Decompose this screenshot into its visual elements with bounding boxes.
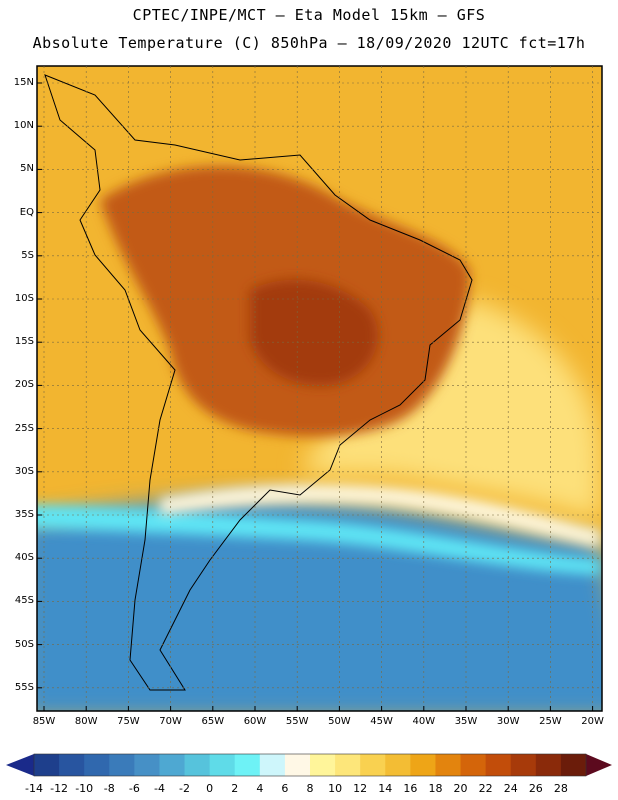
longitude-label: 20W <box>581 716 604 727</box>
longitude-label: 50W <box>328 716 351 727</box>
colorbar-bin <box>360 754 386 776</box>
longitude-label: 65W <box>201 716 225 727</box>
longitude-label: 60W <box>243 716 267 727</box>
longitude-label: 75W <box>117 716 140 727</box>
colorbar-bin <box>209 754 236 776</box>
longitude-label: 70W <box>159 716 182 727</box>
longitude-label: 25W <box>539 716 562 727</box>
colorbar-tick-label: -10 <box>75 782 94 795</box>
colorbar-bin <box>510 754 537 776</box>
colorbar-tick-label: 14 <box>378 782 393 795</box>
latitude-label: 55S <box>14 681 34 693</box>
latitude-label: 50S <box>14 638 34 650</box>
colorbar-tick-label: 12 <box>353 782 368 795</box>
colorbar <box>6 753 612 777</box>
latitude-label: 25S <box>14 422 34 434</box>
colorbar-bin <box>184 754 211 776</box>
latitude-label: 35S <box>14 509 34 520</box>
colorbar-tick-label: 20 <box>453 782 468 795</box>
axis-ticks <box>37 82 594 711</box>
colorbar-tick-label: -4 <box>153 782 165 795</box>
colorbar-bin <box>284 754 311 776</box>
colorbar-bin <box>560 754 587 776</box>
graticule <box>37 66 602 711</box>
longitude-label: 35W <box>454 716 478 727</box>
latitude-label: 10S <box>14 293 34 304</box>
colorbar-bin <box>535 754 562 776</box>
latitude-label: 40S <box>14 552 34 564</box>
cyan-transition-band <box>37 505 600 575</box>
latitude-label: 45S <box>14 595 34 607</box>
longitude-label: 45W <box>370 716 393 727</box>
colorbar-overflow-triangle <box>586 754 612 776</box>
colorbar-tick-label: 4 <box>256 782 264 795</box>
chart-title-line-2: Absolute Temperature (C) 850hPa – 18/09/… <box>32 34 586 52</box>
colorbar-bin <box>59 754 85 776</box>
colorbar-bin <box>109 754 135 776</box>
latitude-label: 30S <box>14 465 34 477</box>
colorbar-bin <box>234 754 261 776</box>
colorbar-tick-label: 28 <box>553 782 568 795</box>
colorbar-tick-label: 10 <box>328 782 343 795</box>
latitude-label: 10N <box>13 120 34 132</box>
colorbar-tick-label: 8 <box>306 782 314 795</box>
latitude-label: 15S <box>14 336 34 348</box>
colorbar-tick-label: 2 <box>231 782 239 795</box>
colorbar-tick-label: -12 <box>50 782 69 795</box>
colorbar-tick-label: -8 <box>103 782 115 795</box>
colorbar-outline <box>33 753 587 777</box>
colorbar-tick-label: -14 <box>25 782 43 795</box>
colorbar-tick-label: 24 <box>503 782 518 795</box>
colorbar-bin <box>159 754 186 776</box>
colorbar-bin <box>310 754 336 776</box>
longitude-label: 40W <box>412 716 436 727</box>
colorbar-bin <box>84 754 110 776</box>
colorbar-bin <box>410 754 436 776</box>
colorbar-tick-label: 0 <box>206 782 214 795</box>
longitude-label: 55W <box>285 716 309 727</box>
longitude-label: 30W <box>496 716 520 727</box>
colorbar-bin <box>259 754 286 776</box>
chart-title-line-1: CPTEC/INPE/MCT – Eta Model 15km – GFS <box>132 6 486 24</box>
latitude-label: 15N <box>13 77 34 88</box>
temperature-field <box>37 66 602 711</box>
colorbar-tick-label: -6 <box>128 782 140 795</box>
pale-band <box>160 483 600 548</box>
colorbar-tick-label: 26 <box>528 782 543 795</box>
hottest-core-region <box>250 279 378 386</box>
south-america-coastline <box>44 74 473 691</box>
colorbar-bin <box>435 754 462 776</box>
colorbar-tick-label: 16 <box>403 782 418 795</box>
colorbar-bin <box>134 754 160 776</box>
colorbar-bin <box>385 754 411 776</box>
colorbar-tick-label: -2 <box>179 782 191 795</box>
latitude-label: 5S <box>21 249 34 261</box>
colorbar-bin <box>485 754 512 776</box>
colorbar-bin <box>335 754 361 776</box>
latitude-label: EQ <box>19 206 34 218</box>
colorbar-tick-label: 6 <box>281 782 289 795</box>
latitude-label: 20S <box>14 379 34 391</box>
colorbar-bin <box>34 754 60 776</box>
longitude-label: 80W <box>74 716 98 727</box>
yellow-zone <box>300 300 600 520</box>
map-frame <box>36 65 603 712</box>
longitude-label: 85W <box>32 716 56 727</box>
latitude-label: 5N <box>20 163 34 175</box>
colorbar-underflow-triangle <box>6 754 34 776</box>
colorbar-tick-label: 22 <box>478 782 493 795</box>
colorbar-bin <box>460 754 487 776</box>
colorbar-tick-label: 18 <box>428 782 443 795</box>
